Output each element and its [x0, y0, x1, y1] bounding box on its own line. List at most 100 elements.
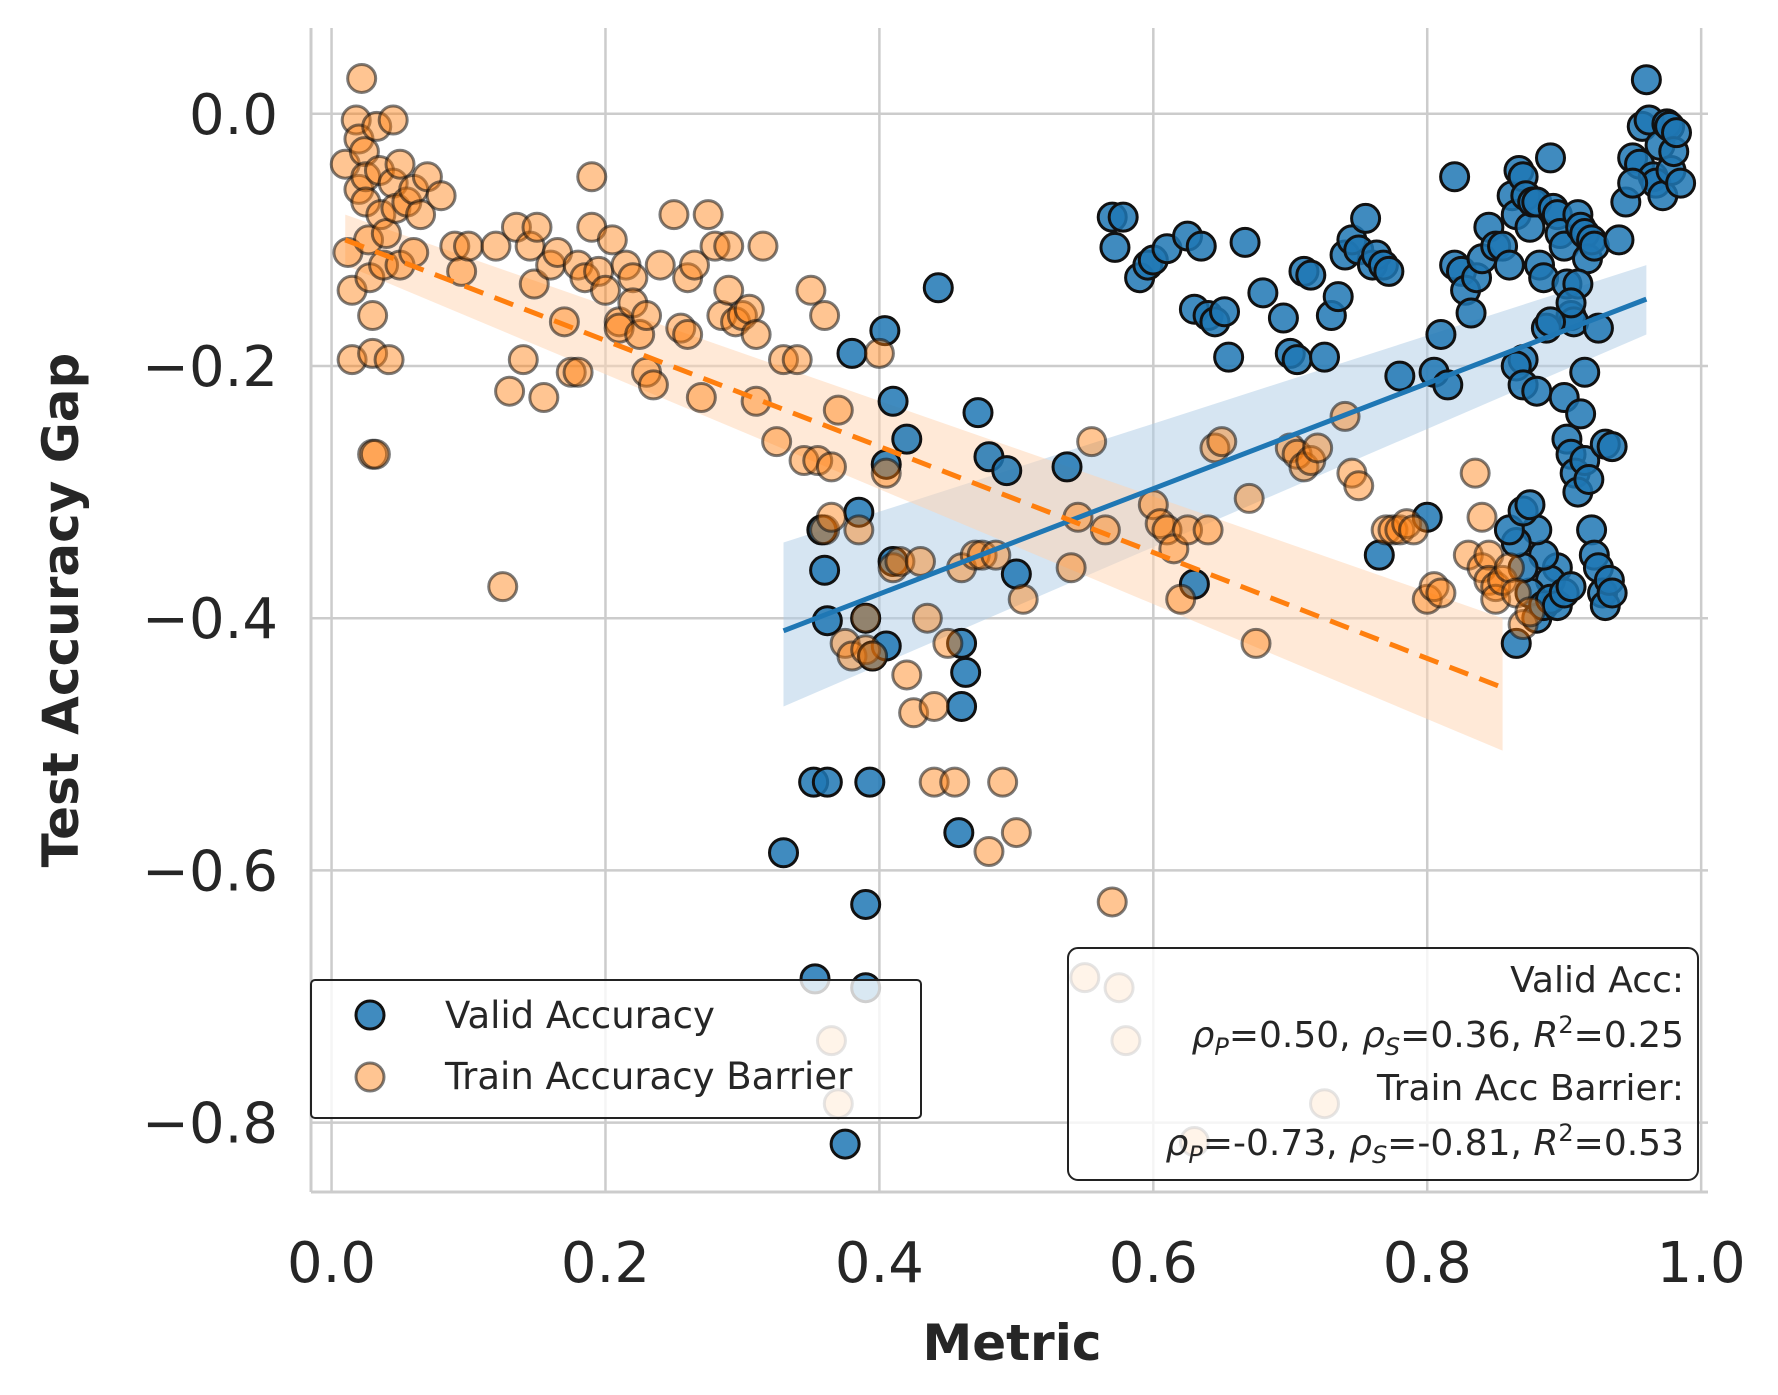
valid-accuracy-point — [1514, 489, 1546, 521]
train-accuracy-barrier-point — [1007, 583, 1039, 615]
train-accuracy-barrier-point — [357, 337, 389, 369]
train-accuracy-barrier-point — [1096, 886, 1128, 918]
train-accuracy-barrier-point — [507, 344, 539, 376]
valid-accuracy-point — [1185, 230, 1217, 262]
train-accuracy-barrier-point — [1000, 817, 1032, 849]
train-accuracy-barrier-point — [987, 766, 1019, 798]
train-accuracy-barrier-point — [357, 300, 389, 332]
train-accuracy-barrier-point — [1076, 426, 1108, 458]
x-axis-label: Metric — [922, 1314, 1101, 1372]
train-accuracy-barrier-point — [373, 344, 405, 376]
valid-accuracy-point — [922, 272, 954, 304]
x-tick-label: 0.6 — [1109, 1231, 1198, 1296]
valid-accuracy-point — [836, 337, 868, 369]
train-accuracy-barrier-point — [713, 230, 745, 262]
train-accuracy-barrier-point — [576, 161, 608, 193]
valid-accuracy-point — [1630, 64, 1662, 96]
train-accuracy-barrier-point — [692, 199, 724, 231]
y-tick-label: −0.2 — [142, 335, 278, 400]
annotation-line-1: Valid Acc: — [1510, 960, 1684, 1001]
annotation-line-4: ρP=-0.73, ρS=-0.81, R2=0.53 — [1166, 1119, 1684, 1169]
train-accuracy-barrier-point — [1425, 577, 1457, 609]
valid-accuracy-point — [943, 817, 975, 849]
train-accuracy-barrier-point — [1055, 552, 1087, 584]
train-accuracy-barrier-point — [1233, 482, 1265, 514]
valid-accuracy-point — [829, 1128, 861, 1160]
regression-lines — [344, 237, 1648, 690]
train-accuracy-barrier-point — [850, 602, 882, 634]
valid-accuracy-point — [946, 690, 978, 722]
valid-accuracy-point — [854, 766, 886, 798]
valid-accuracy-point — [1373, 255, 1405, 287]
train-accuracy-barrier-point — [747, 230, 779, 262]
train-accuracy-barrier-point — [713, 274, 745, 306]
valid-accuracy-point — [1660, 117, 1692, 149]
valid-accuracy-point — [1295, 259, 1327, 291]
x-tick-label: 1.0 — [1657, 1231, 1746, 1296]
y-tick-label: 0.0 — [189, 83, 278, 148]
valid-accuracy-point — [811, 766, 843, 798]
train-accuracy-barrier-point — [911, 602, 943, 634]
valid-accuracy-point — [1213, 341, 1245, 373]
train-accuracy-barrier-point — [377, 104, 409, 136]
train-accuracy-barrier-point — [521, 211, 553, 243]
x-tick-label: 0.2 — [561, 1231, 650, 1296]
stats-annotation: Valid Acc: ρP=0.50, ρS=0.36, R2=0.25 Tra… — [1067, 947, 1699, 1181]
valid-accuracy-point — [1573, 463, 1605, 495]
train-accuracy-barrier-point — [359, 438, 391, 470]
x-tick-labels: 0.0 0.2 0.4 0.6 0.8 1.0 — [287, 1231, 1746, 1296]
valid-accuracy-point — [1455, 297, 1487, 329]
valid-accuracy-point — [1051, 451, 1083, 483]
train-accuracy-barrier-point — [685, 382, 717, 414]
legend-marker-valid — [354, 999, 386, 1031]
train-accuracy-barrier-point — [1514, 596, 1546, 628]
legend-box — [310, 979, 922, 1119]
train-accuracy-barrier-point — [365, 199, 397, 231]
train-accuracy-barrier-point — [904, 545, 936, 577]
valid-accuracy-point — [1309, 341, 1341, 373]
valid-accuracy-point — [891, 423, 923, 455]
train-accuracy-barrier-point — [528, 382, 560, 414]
train-accuracy-barrier-point — [644, 249, 676, 281]
valid-accuracy-point — [1322, 281, 1354, 313]
x-tick-label: 0.4 — [835, 1231, 924, 1296]
valid-accuracy-point — [1209, 296, 1241, 328]
train-accuracy-barrier-point — [596, 224, 628, 256]
train-accuracy-barrier-point — [939, 766, 971, 798]
valid-accuracy-point — [1350, 202, 1382, 234]
valid-accuracy-point — [1107, 201, 1139, 233]
train-accuracy-barrier-point — [624, 318, 656, 350]
x-tick-label: 0.8 — [1383, 1231, 1472, 1296]
valid-accuracy-point — [1617, 167, 1649, 199]
annotation-box — [1067, 947, 1699, 1181]
train-accuracy-barrier-point — [480, 230, 512, 262]
valid-accuracy-point — [1521, 375, 1553, 407]
train-accuracy-barrier-point — [398, 236, 430, 268]
train-accuracy-barrier-point — [562, 356, 594, 388]
train-accuracy-barrier-point — [809, 300, 841, 332]
valid-accuracy-point — [1439, 161, 1471, 193]
train-accuracy-barrier-point — [740, 318, 772, 350]
train-accuracy-barrier-point — [637, 369, 669, 401]
train-accuracy-barrier-point — [973, 836, 1005, 868]
train-accuracy-barrier-point — [384, 148, 416, 180]
train-accuracy-barrier-point — [405, 199, 437, 231]
valid-accuracy-point — [1267, 302, 1299, 334]
valid-accuracy-point — [1555, 571, 1587, 603]
train-accuracy-barrier-point — [870, 457, 902, 489]
train-accuracy-barrier-point — [589, 274, 621, 306]
train-accuracy-barrier-points — [329, 62, 1546, 1158]
valid-accuracy-point — [1596, 577, 1628, 609]
y-axis-label: Test Accuracy Gap — [32, 353, 90, 868]
train-accuracy-barrier-point — [843, 514, 875, 546]
valid-accuracy-point — [1281, 344, 1313, 376]
valid-accuracy-point — [1247, 277, 1279, 309]
train-accuracy-barrier-point — [822, 394, 854, 426]
train-accuracy-barrier-point — [658, 199, 690, 231]
valid-accuracy-point — [1665, 167, 1697, 199]
train-accuracy-barrier-point — [932, 627, 964, 659]
train-accuracy-barrier-point — [346, 62, 378, 94]
annotation-line-2: ρP=0.50, ρS=0.36, R2=0.25 — [1192, 1011, 1685, 1061]
train-accuracy-barrier-point — [733, 293, 765, 325]
valid-accuracy-point — [869, 315, 901, 347]
